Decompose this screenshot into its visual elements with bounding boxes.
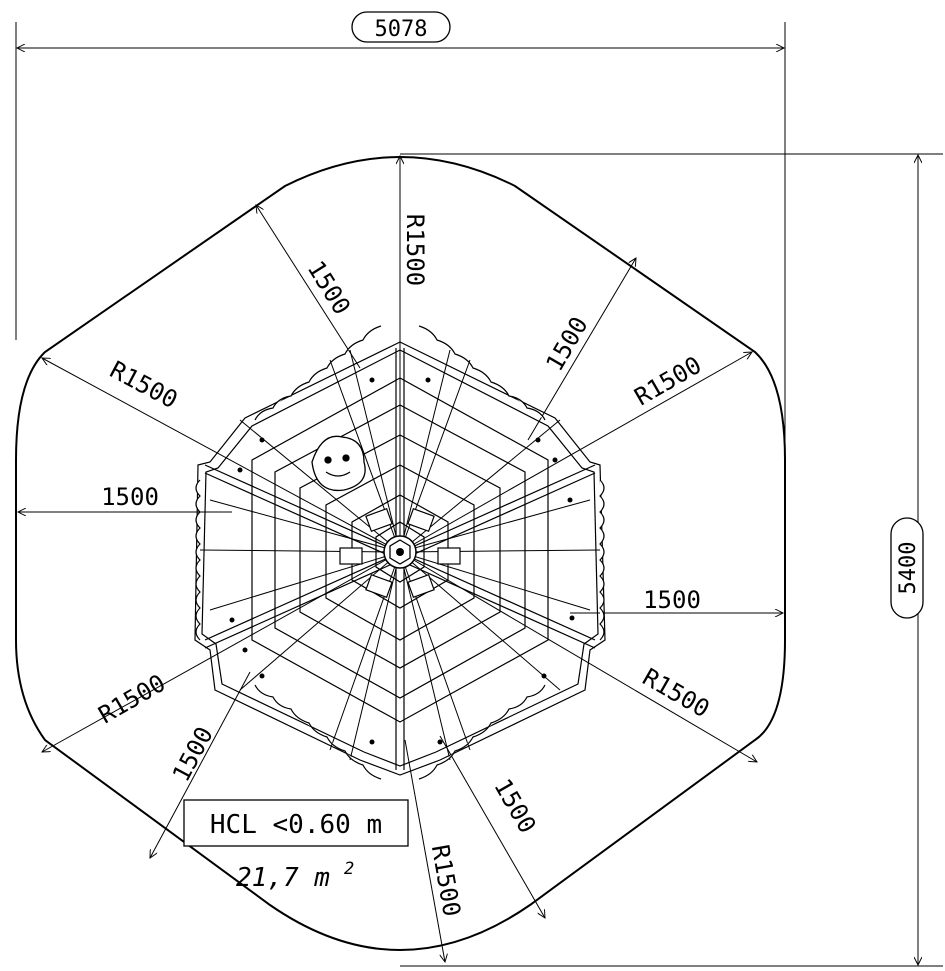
dim-radius-top: R1500: [401, 214, 429, 286]
overall-width-label: 5078: [375, 17, 428, 42]
dim-lower-right-diag: 1500: [488, 774, 541, 838]
side-dimensions: [18, 205, 783, 918]
hcl-label-box: HCL <0.60 m: [183, 799, 409, 847]
dim-right-horizontal: 1500: [643, 586, 701, 614]
area-value: 21,7 m: [236, 863, 330, 893]
face-climbing-hold: [311, 435, 366, 492]
dim-radius-upper-left: R1500: [105, 356, 182, 415]
dim-upper-right-diag: 1500: [540, 312, 593, 376]
hcl-label: HCL <0.60 m: [210, 810, 382, 840]
overall-height-dimension: 5400: [400, 153, 943, 967]
area-label: 21,7 m 2: [236, 859, 354, 893]
dim-radius-bottom: R1500: [426, 843, 466, 919]
overall-height-label: 5400: [896, 542, 921, 595]
safety-zone-outline: [15, 156, 786, 951]
area-unit-superscript: 2: [344, 859, 354, 879]
dim-radius-upper-right: R1500: [630, 351, 707, 411]
dim-lower-left-diag: 1500: [167, 722, 219, 786]
overall-width-dimension: 5078: [15, 11, 786, 600]
dim-upper-left-diag: 1500: [302, 256, 356, 320]
play-structure: [194, 325, 606, 780]
dim-left-horizontal: 1500: [101, 483, 159, 511]
dim-radius-lower-left: R1500: [94, 669, 171, 729]
